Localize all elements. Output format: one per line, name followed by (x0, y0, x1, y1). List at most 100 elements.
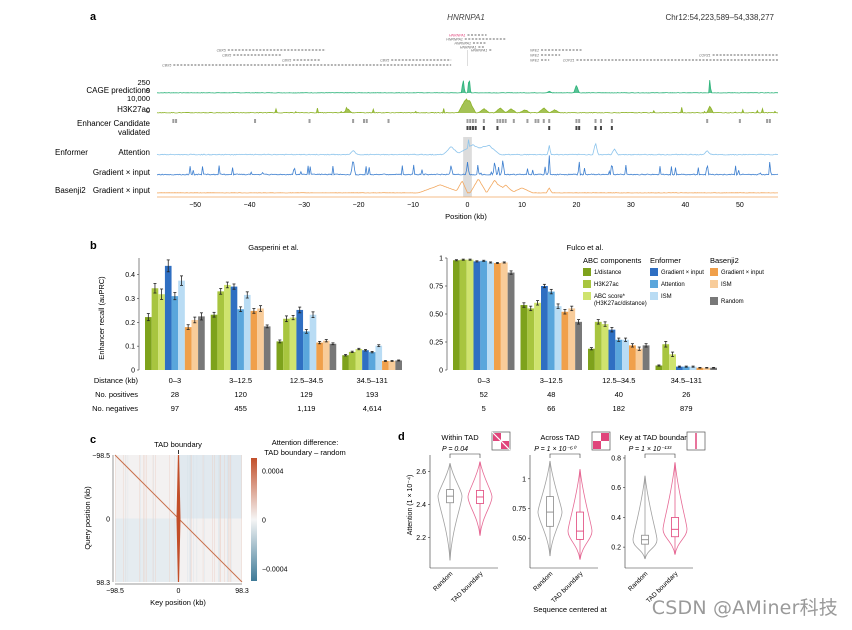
violin-category-label: Random (627, 570, 649, 592)
bar (682, 366, 690, 370)
candidate-mark (308, 119, 311, 123)
legend-label: Gradient × input (661, 270, 704, 276)
panel-c-label: c (90, 434, 96, 446)
violin-panel-title: Across TAD (540, 433, 580, 442)
box (671, 517, 679, 538)
y-tick-label: 0.50 (429, 312, 443, 319)
candidate-mark (534, 119, 537, 123)
negatives-value: 97 (171, 404, 179, 413)
violin-category-label: Random (432, 570, 454, 592)
candidate-mark (575, 119, 578, 123)
bar-chart-fulco: Fulco et al. 0 0.25 0.50 0.75 1 0–3 52 5 3–12.5 48… (429, 243, 717, 413)
heatmap-ylabel: Query position (kb) (83, 486, 92, 550)
cage-scale-min: 0 (146, 86, 150, 95)
bar (480, 260, 488, 370)
candidate-mark (542, 119, 545, 123)
legend-label: ISM (721, 282, 732, 288)
track-scales: 250 0 10,000 0 (127, 78, 150, 115)
position-tick-label: −40 (244, 202, 256, 209)
y-tick-label: 0.75 (429, 284, 443, 291)
candidate-mark (738, 119, 741, 123)
bar (250, 310, 258, 370)
candidate-mark (496, 119, 499, 123)
watermark: CSDN @AMiner科技 (651, 597, 838, 619)
gradient-track (156, 155, 779, 176)
bar (263, 326, 271, 370)
category-label: 12.5–34.5 (602, 376, 635, 385)
bar (316, 342, 323, 370)
bar (541, 286, 548, 370)
violin-ytick-label: 0.4 (611, 515, 621, 522)
category-label: 34.5–131 (356, 376, 387, 385)
legend-label: H3K27ac (594, 282, 619, 288)
violin-panel-title: Within TAD (441, 433, 479, 442)
cage-track (157, 80, 779, 94)
category-label: 0–3 (477, 376, 490, 385)
candidate-mark (172, 119, 175, 123)
negatives-value: 1,119 (297, 404, 315, 413)
legend-group-title: Enformer (650, 256, 681, 265)
genomic-coordinates: Chr12:54,223,589–54,338,277 (665, 13, 774, 22)
bar (459, 259, 467, 370)
bar (237, 309, 244, 370)
positives-value: 28 (171, 390, 179, 399)
legend-swatch (710, 280, 718, 288)
bar (710, 367, 717, 370)
bar (689, 366, 697, 370)
track-label-attention: Attention (118, 148, 150, 157)
bar (568, 308, 576, 370)
gene-label: HNRNPA1 (460, 46, 477, 50)
bar (601, 324, 609, 370)
chart-title: Fulco et al. (567, 243, 604, 252)
candidate-mark (466, 119, 469, 123)
gene-label: NFE2 (530, 49, 539, 53)
candidate-mark (352, 119, 355, 123)
track-labels: CAGE predictions H3K27ac Enhancer Candid… (55, 86, 151, 195)
position-tick-label: −20 (353, 202, 365, 209)
violin-ylabel: Attention (1 × 10⁻⁴) (407, 475, 414, 536)
positives-value: 129 (300, 390, 313, 399)
bar (662, 344, 670, 370)
candidate-mark (548, 119, 551, 123)
colorbar-subtitle: TAD boundary – random (264, 448, 346, 457)
gene-annotations: CBX5CBX5CBX5CBX5CBX5HNRNPA1HNRNPA1HNRNPA… (162, 34, 778, 68)
box (576, 511, 584, 540)
gene-label: COPZ1 (563, 59, 575, 63)
candidate-mark (768, 119, 771, 123)
candidate-mark (766, 119, 769, 123)
track-label-basenji-gradient: Gradient × input (93, 186, 151, 195)
candidate-mark (363, 119, 365, 123)
bar (608, 329, 616, 370)
focus-region (463, 137, 472, 197)
bar (230, 286, 238, 370)
bar (184, 327, 192, 370)
bar (594, 321, 602, 370)
candidate-mark (469, 119, 472, 123)
legend-swatch (710, 268, 718, 276)
gene-label: CBX5 (222, 54, 231, 58)
legend-swatch (583, 292, 591, 300)
category-label: 3–12.5 (540, 376, 563, 385)
violin-ytick-label: 0.6 (611, 485, 621, 492)
positives-value: 120 (234, 390, 247, 399)
h3k27ac-scale-max: 10,000 (127, 94, 150, 103)
violin-category-label: TAD boundary (450, 570, 485, 605)
bar (309, 314, 317, 370)
p-value-label: P = 1 × 10⁻⁶⁰ (534, 445, 577, 453)
track-label-validated: validated (118, 128, 150, 137)
negatives-value: 66 (547, 404, 555, 413)
bar (151, 288, 159, 370)
violin-shape (632, 475, 658, 560)
h3k27ac-scale-min: 0 (146, 106, 150, 115)
panel-a-genome-tracks: HNRNPA1 Chr12:54,223,589–54,338,277 CBX5… (55, 13, 779, 221)
gene-label: CBX5 (282, 59, 291, 63)
candidate-mark (175, 119, 178, 123)
bar (224, 284, 231, 370)
bar (622, 339, 629, 370)
heatmap-xtick-label: 98.3 (235, 588, 249, 595)
basenji-track (156, 179, 778, 194)
validated-mark (548, 126, 551, 130)
position-tick-label: 50 (736, 202, 744, 209)
legend-swatch (710, 297, 718, 305)
row-label-positives: No. positives (95, 390, 138, 399)
